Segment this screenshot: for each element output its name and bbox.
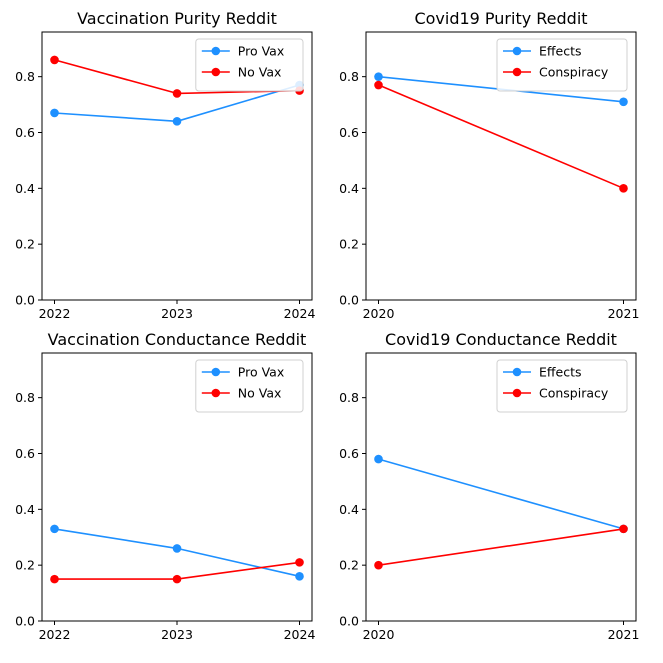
legend-box [496,38,628,92]
subplot: Vaccination Conductance Reddit 0.0 0.2 0.4 0… [15,330,315,642]
axes-frame [365,31,637,301]
legend-label: Conspiracy [539,65,609,80]
legend-swatch-marker [211,46,221,56]
legend-label: Effects [539,365,582,380]
y-tick-label: 0.4 [339,181,359,196]
legend-swatch-marker [211,388,221,398]
y-tick-label: 0.6 [339,125,359,140]
subplot-title: Vaccination Purity Reddit [77,9,277,28]
legend-label: No Vax [238,386,282,401]
legend-box [195,359,304,413]
series-line [378,84,624,190]
data-point [374,560,383,570]
data-point [50,524,59,534]
y-tick-label: 0.6 [339,446,359,461]
legend-label: Effects [539,44,582,59]
series-line [378,458,624,530]
x-tick-label: 2022 [39,306,71,321]
y-tick-label: 0.8 [339,69,359,84]
data-point [374,454,383,464]
legend-label: Pro Vax [238,365,284,380]
legend-swatch-marker [512,367,522,377]
axes-frame [365,352,637,622]
legend-swatch-marker [512,388,522,398]
data-point [295,558,304,567]
subplot: Vaccination Purity Reddit 0.0 0.2 0.4 0.6 0.8… [15,9,315,321]
legend: Pro Vax No Vax [195,359,304,413]
subplot-title: Covid19 Purity Reddit [414,9,587,28]
y-tick-label: 0.2 [15,558,35,573]
legend-swatch-marker [211,67,221,77]
subplot-title: Covid19 Conductance Reddit [385,330,617,349]
y-tick-label: 0.0 [15,293,35,308]
x-tick-label: 2024 [284,627,316,642]
subplot-title: Vaccination Conductance Reddit [48,330,307,349]
data-point [172,544,182,553]
legend-label: No Vax [238,65,282,80]
y-tick-label: 0.4 [15,502,35,517]
data-point [50,108,59,118]
y-tick-label: 0.2 [339,558,359,573]
y-tick-label: 0.8 [15,390,35,405]
legend: Effects Conspiracy [496,38,628,92]
subplot: Covid19 Conductance Reddit 0.0 0.2 0.4 0.6 0.… [339,330,639,642]
legend-swatch-marker [211,367,221,377]
axes-frame [41,31,313,301]
axes-frame [41,352,313,622]
subplot: Covid19 Purity Reddit 0.0 0.2 0.4 0.6 0.8 2020… [339,9,639,321]
legend-box [496,359,628,413]
x-tick-label: 2020 [363,627,395,642]
y-tick-label: 0.6 [15,446,35,461]
legend-swatch-marker [512,46,522,56]
x-tick-label: 2020 [363,306,395,321]
data-point [295,572,304,581]
legend-label: Pro Vax [238,44,284,59]
y-tick-label: 0.6 [15,125,35,140]
data-point [50,55,59,65]
data-point [619,524,628,534]
data-point [172,89,182,98]
y-tick-label: 0.2 [15,237,35,252]
legend-swatch-marker [512,67,522,77]
x-tick-label: 2023 [161,306,193,321]
x-tick-label: 2021 [608,306,640,321]
data-point [374,80,383,90]
y-tick-label: 0.4 [15,181,35,196]
x-tick-label: 2021 [608,627,640,642]
y-tick-label: 0.8 [15,69,35,84]
y-tick-label: 0.0 [15,614,35,629]
x-tick-label: 2024 [284,306,316,321]
legend: Pro Vax No Vax [195,38,304,92]
legend-box [195,38,304,92]
series-line [378,528,624,566]
data-point [374,72,383,81]
data-point [50,574,59,584]
y-tick-label: 0.0 [339,614,359,629]
data-point [172,117,182,126]
x-tick-label: 2023 [161,627,193,642]
legend-label: Conspiracy [539,386,609,401]
y-tick-label: 0.8 [339,390,359,405]
data-point [172,574,182,584]
y-tick-label: 0.4 [339,502,359,517]
y-tick-label: 0.0 [339,293,359,308]
data-point [619,97,628,107]
legend: Effects Conspiracy [496,359,628,413]
x-tick-label: 2022 [39,627,71,642]
y-tick-label: 0.2 [339,237,359,252]
data-point [619,184,628,193]
